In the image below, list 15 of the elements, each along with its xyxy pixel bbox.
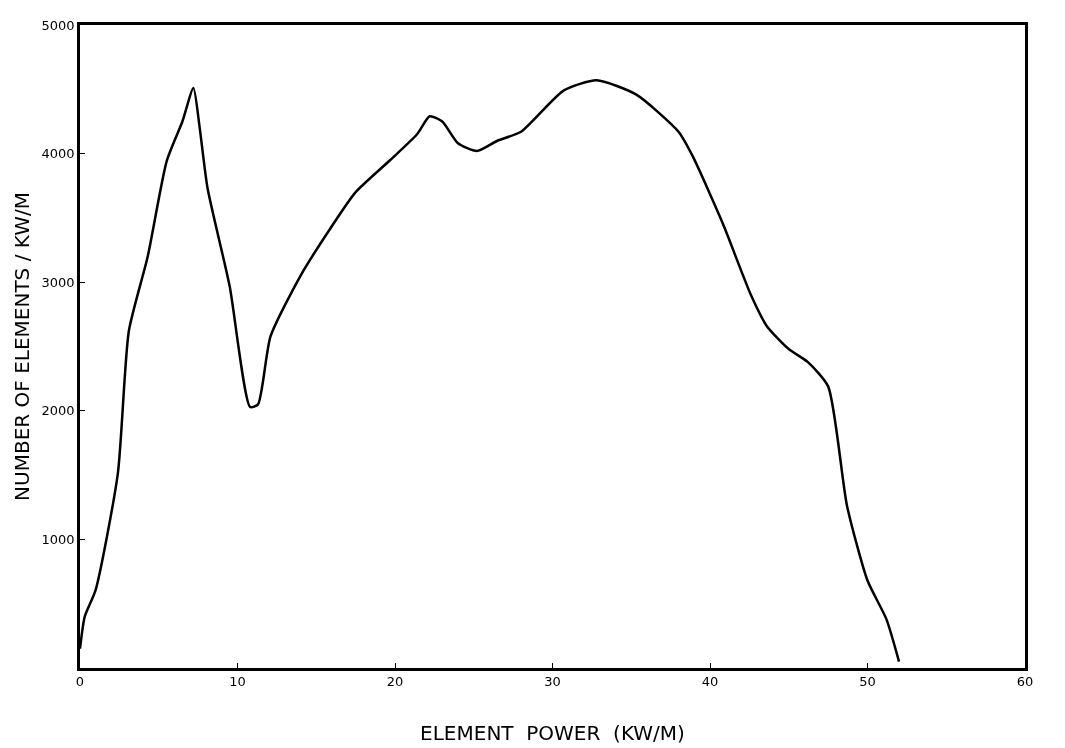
x-tick-label: 30 — [544, 674, 561, 690]
x-tick-label: 50 — [859, 674, 876, 690]
y-tick-label: 2000 — [41, 403, 75, 419]
x-tick-label: 40 — [701, 674, 719, 690]
x-axis-title: ELEMENT POWER (KW/M) — [420, 720, 685, 745]
y-tick-label: 1000 — [41, 531, 75, 547]
y-axis-title: NUMBER OF ELEMENTS / KW/M — [9, 192, 34, 501]
x-tick-label: 20 — [386, 674, 404, 690]
x-tick-label: 0 — [75, 674, 85, 690]
x-tick-label: 60 — [1016, 674, 1034, 690]
x-tick-label: 10 — [229, 674, 246, 690]
y-tick-label: 5000 — [41, 17, 75, 33]
line-series — [80, 79, 901, 663]
y-tick-label: 3000 — [41, 274, 75, 290]
y-tick-label: 4000 — [41, 146, 75, 162]
